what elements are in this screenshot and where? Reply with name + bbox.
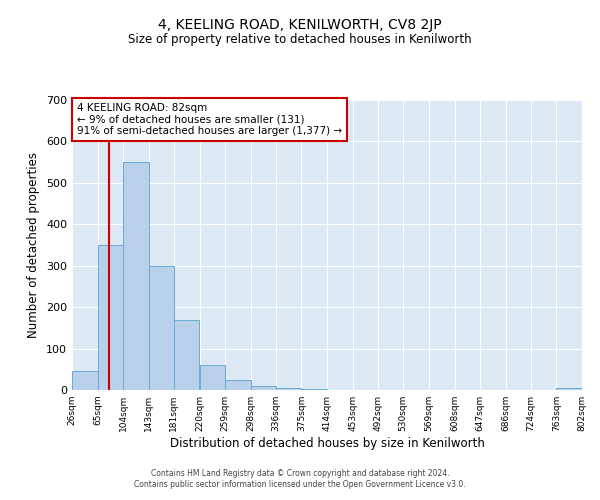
Bar: [251, 386, 276, 390]
Text: 4, KEELING ROAD, KENILWORTH, CV8 2JP: 4, KEELING ROAD, KENILWORTH, CV8 2JP: [158, 18, 442, 32]
Bar: [72, 372, 98, 390]
Text: 4 KEELING ROAD: 82sqm
← 9% of detached houses are smaller (131)
91% of semi-deta: 4 KEELING ROAD: 82sqm ← 9% of detached h…: [77, 103, 342, 136]
Bar: [174, 320, 199, 390]
Text: Contains HM Land Registry data © Crown copyright and database right 2024.: Contains HM Land Registry data © Crown c…: [151, 468, 449, 477]
X-axis label: Distribution of detached houses by size in Kenilworth: Distribution of detached houses by size …: [170, 437, 484, 450]
Bar: [123, 162, 149, 390]
Bar: [301, 389, 327, 390]
Bar: [556, 388, 582, 390]
Bar: [276, 388, 301, 390]
Bar: [149, 266, 174, 390]
Text: Size of property relative to detached houses in Kenilworth: Size of property relative to detached ho…: [128, 32, 472, 46]
Bar: [199, 365, 225, 390]
Text: Contains public sector information licensed under the Open Government Licence v3: Contains public sector information licen…: [134, 480, 466, 489]
Y-axis label: Number of detached properties: Number of detached properties: [28, 152, 40, 338]
Bar: [225, 380, 251, 390]
Bar: [98, 245, 123, 390]
